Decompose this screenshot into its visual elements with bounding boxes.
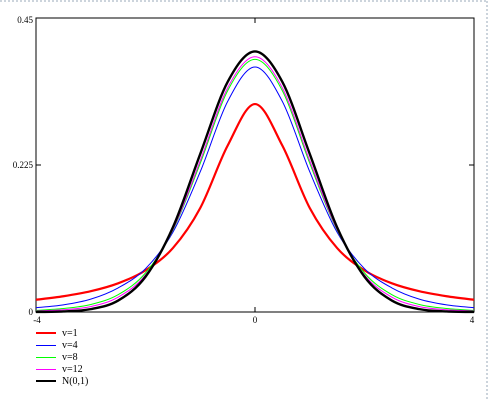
legend-swatch-v12 [36, 368, 56, 370]
plot-frame [35, 17, 475, 313]
legend-swatch-normal [36, 380, 56, 382]
series-line-v-8 [35, 58, 475, 311]
legend: v=1 v=4 v=8 v=12 N(0,1) [36, 327, 88, 387]
series-line-v-1 [35, 102, 475, 301]
y-tick-label-1: 0.225 [13, 160, 34, 170]
axis-ticks [35, 17, 475, 313]
y-tick-label-0: 0 [29, 307, 34, 317]
legend-label-v8: v=8 [62, 351, 78, 363]
x-tick-label-2: 4 [470, 315, 475, 325]
legend-item-normal: N(0,1) [36, 375, 88, 387]
legend-label-v12: v=12 [62, 363, 83, 375]
legend-item-v1: v=1 [36, 327, 88, 339]
legend-item-v4: v=4 [36, 339, 88, 351]
legend-label-v1: v=1 [62, 327, 78, 339]
legend-swatch-v4 [36, 344, 56, 346]
legend-label-v4: v=4 [62, 339, 78, 351]
x-tick-label-1: 0 [253, 315, 258, 325]
series-line-v-4 [35, 66, 475, 309]
y-tick-label-2: 0.45 [17, 15, 33, 25]
x-tick-label-0: -4 [33, 315, 41, 325]
series-line-n-0-1- [35, 50, 475, 314]
legend-label-normal: N(0,1) [62, 375, 89, 387]
legend-swatch-v1 [36, 332, 56, 334]
legend-item-v12: v=12 [36, 363, 88, 375]
series-line-v-12 [35, 56, 475, 312]
legend-swatch-v8 [36, 356, 56, 358]
series-curves [35, 50, 475, 314]
legend-item-v8: v=8 [36, 351, 88, 363]
